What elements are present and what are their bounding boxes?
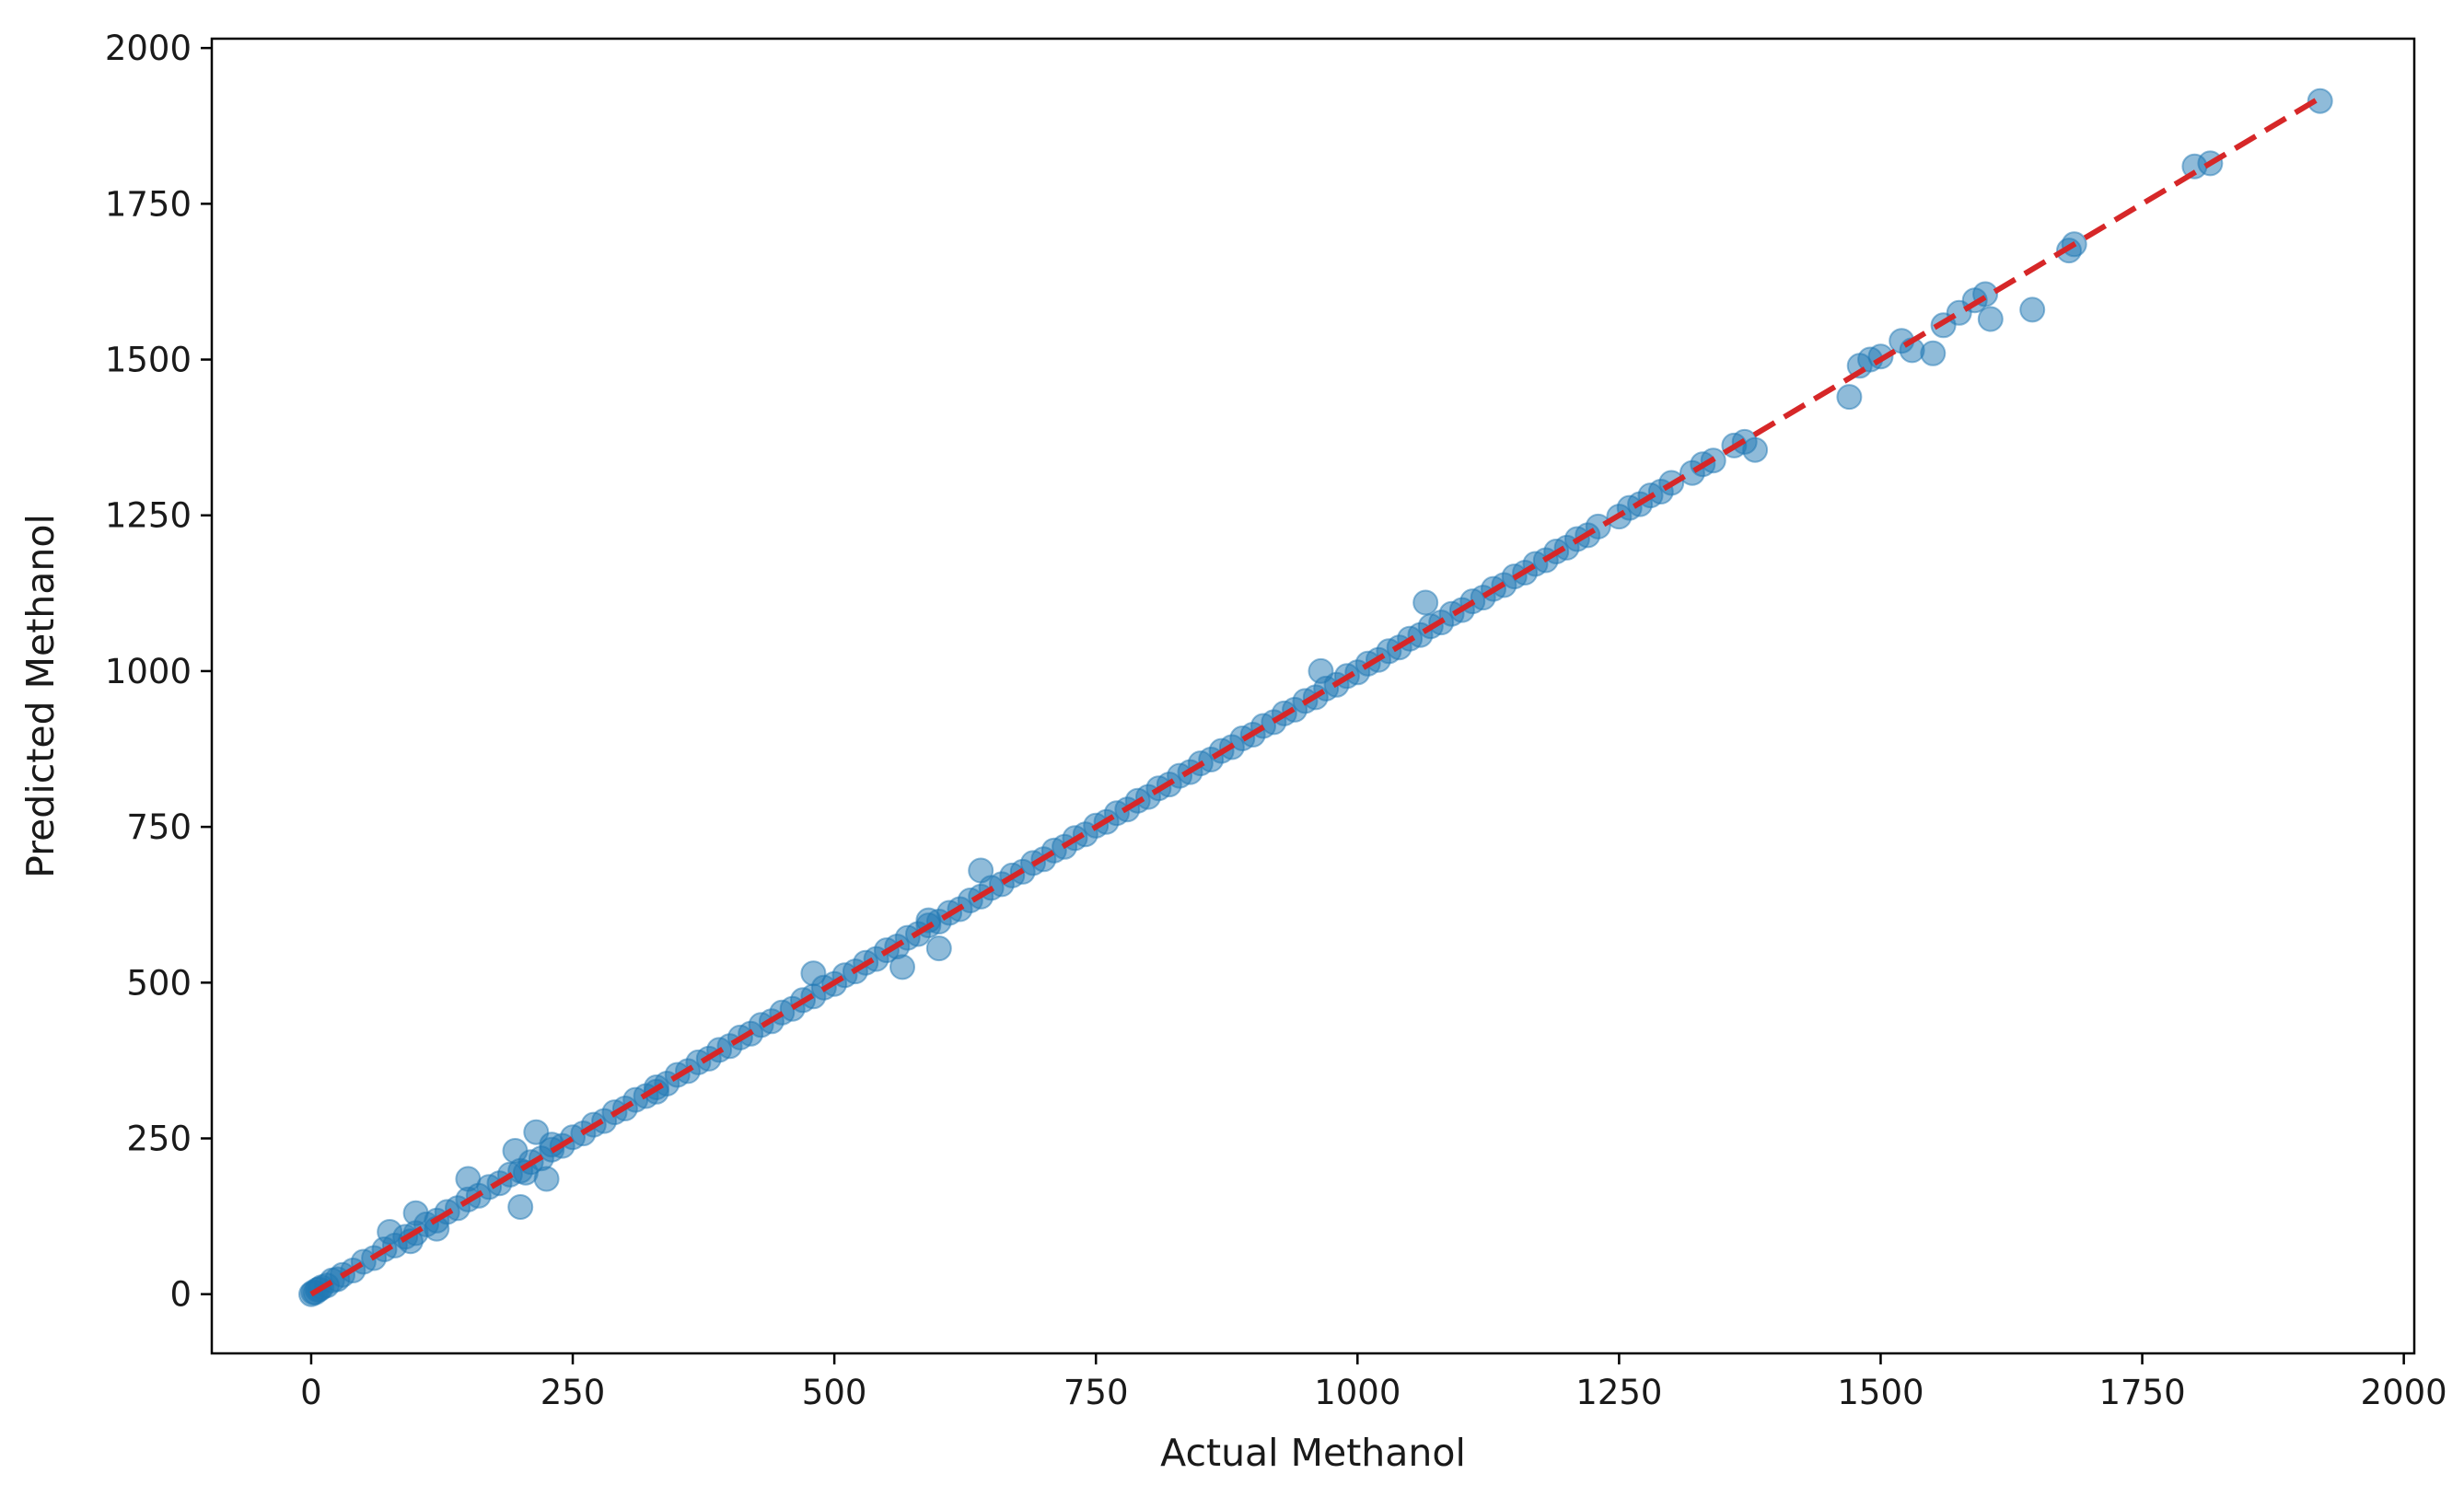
y-tick-label: 500: [126, 963, 192, 1003]
y-axis-ticks: 0 250 500 750 1000 1250 1500 1750 2000: [105, 29, 212, 1315]
scatter-point: [533, 1166, 560, 1192]
x-tick-label: 1500: [1837, 1373, 1924, 1412]
scatter-point: [915, 907, 942, 934]
scatter-point: [455, 1166, 482, 1192]
reference-line: [309, 95, 2322, 1297]
plot-frame: [210, 37, 2416, 1355]
x-axis-label: Actual Methanol: [1160, 1431, 1466, 1475]
scatter-point: [2019, 296, 2046, 323]
y-tick-label: 2000: [105, 29, 192, 68]
x-tick-label: 1750: [2098, 1373, 2185, 1412]
scatter-point: [397, 1228, 424, 1255]
x-tick-label: 1000: [1314, 1373, 1401, 1412]
scatter-point: [1742, 436, 1769, 463]
scatter-point: [925, 935, 952, 962]
y-tick-label: 1750: [105, 184, 192, 224]
y-tick-label: 1250: [105, 496, 192, 536]
scatter-point: [1412, 589, 1439, 616]
x-tick-label: 500: [802, 1373, 867, 1412]
scatter-point: [1977, 306, 2004, 332]
scatter-point: [1308, 657, 1334, 684]
y-tick-label: 0: [169, 1275, 192, 1315]
scatter-point: [507, 1194, 534, 1220]
scatter-point: [2307, 87, 2333, 114]
scatter-point: [502, 1138, 529, 1164]
x-tick-label: 750: [1063, 1373, 1129, 1412]
y-tick-label: 1500: [105, 341, 192, 380]
scatter-point: [377, 1219, 403, 1245]
x-tick-label: 2000: [2361, 1373, 2447, 1412]
scatter-point: [800, 960, 827, 987]
scatter-point: [889, 954, 915, 981]
y-tick-label: 250: [126, 1120, 192, 1159]
x-tick-label: 1250: [1575, 1373, 1662, 1412]
y-tick-label: 1000: [105, 652, 192, 691]
scatter-point: [1920, 340, 1947, 366]
scatter-point: [402, 1200, 429, 1226]
scatter-point: [1836, 384, 1863, 411]
x-axis-ticks: 0 250 500 750 1000 1250 1500 1750 2000: [300, 1353, 2447, 1412]
y-tick-label: 750: [126, 807, 192, 847]
x-tick-label: 250: [540, 1373, 606, 1412]
x-tick-label: 0: [300, 1373, 322, 1412]
y-axis-label: Predicted Methanol: [18, 514, 63, 878]
scatter-point: [968, 857, 994, 884]
